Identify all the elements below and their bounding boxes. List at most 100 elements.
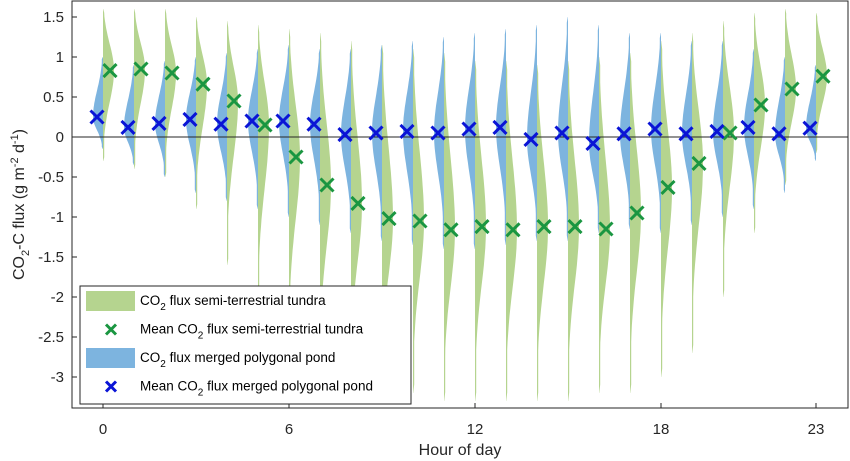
marker-stroke (319, 177, 335, 193)
y-tick-label: -1.5 (38, 249, 64, 266)
mean-marker-tundra (257, 117, 273, 133)
marker-stroke (554, 125, 570, 141)
violin-tundra (816, 13, 827, 153)
violin-pond (93, 57, 103, 149)
x-tick-label: 18 (653, 421, 670, 438)
marker-stroke (784, 81, 800, 97)
mean-marker-tundra (629, 205, 645, 221)
violin-tundra (196, 17, 207, 209)
mean-marker-tundra (691, 155, 707, 171)
legend-label-part: CO (140, 293, 160, 308)
violin-pond (248, 49, 258, 209)
violin-tundra (227, 21, 238, 265)
marker-stroke (815, 68, 831, 84)
marker-stroke (722, 125, 738, 141)
violin-tundra (320, 33, 331, 369)
marker-stroke (306, 116, 322, 132)
marker-stroke (660, 179, 676, 195)
mean-marker-tundra (350, 195, 366, 211)
mean-marker-pond (430, 125, 446, 141)
mean-marker-tundra (722, 125, 738, 141)
marker-stroke (226, 93, 242, 109)
y-axis-ticks: 1.5 1 0.5 0 -0.5 -1 -1.5 -2 -2.5 -3 (38, 9, 77, 386)
mean-marker-pond (461, 121, 477, 137)
legend-label-part: Mean CO (140, 379, 198, 394)
violin-tundra (568, 61, 579, 401)
marker-stroke (585, 135, 601, 151)
mean-marker-tundra (443, 222, 459, 238)
legend-item: CO2 flux semi-terrestrial tundra (86, 291, 326, 313)
mean-marker-pond (585, 135, 601, 151)
mean-marker-tundra (381, 211, 397, 227)
marker-stroke (740, 119, 756, 135)
x-tick-label: 23 (808, 421, 825, 438)
mean-marker-pond (89, 109, 105, 125)
plot-area-frame (71, 0, 849, 409)
mean-marker-pond (151, 115, 167, 131)
violin-pond (558, 17, 568, 241)
marker-stroke (753, 97, 769, 113)
mean-marker-pond (740, 119, 756, 135)
mean-marker-tundra (567, 219, 583, 235)
marker-stroke (89, 109, 105, 125)
mean-markers-layer (89, 61, 831, 238)
y-axis-title-superscript: -2 (9, 157, 21, 167)
legend-items: CO2 flux semi-terrestrial tundra Mean CO2… (86, 291, 373, 399)
violin-pond (155, 61, 165, 177)
mean-marker-tundra (784, 81, 800, 97)
mean-marker-tundra (412, 213, 428, 229)
legend-label-part: flux merged polygonal pond (166, 350, 336, 365)
axes: 1.5 1 0.5 0 -0.5 -1 -1.5 -2 -2.5 -3 0 6 12 18 23 (38, 0, 849, 438)
marker-stroke (461, 121, 477, 137)
legend-box (79, 285, 412, 405)
violin-pond (186, 57, 196, 193)
mean-marker-pond (275, 113, 291, 129)
violin-pond (465, 33, 475, 249)
mean-marker-pond (554, 125, 570, 141)
marker-stroke (275, 113, 291, 129)
marker-stroke (350, 195, 366, 211)
mean-marker-pond (616, 126, 632, 142)
violin-tundra (754, 13, 765, 233)
marker-stroke (213, 116, 229, 132)
marker-stroke (195, 76, 211, 92)
mean-marker-pond (709, 123, 725, 139)
marker-stroke (120, 119, 136, 135)
violin-pond (589, 25, 599, 233)
violin-tundra (692, 33, 703, 353)
violin-pond (124, 65, 134, 165)
mean-marker-pond (244, 113, 260, 129)
y-tick-label: -0.5 (38, 169, 64, 186)
y-tick-label: 1.5 (43, 9, 64, 26)
violin-tundra (723, 21, 734, 297)
violin-tundra (289, 29, 300, 345)
x-tick-label: 12 (467, 421, 484, 438)
legend-label-part: flux semi-terrestrial tundra (166, 293, 326, 308)
y-tick-label: -2 (51, 289, 64, 306)
y-tick-label: -3 (51, 369, 64, 386)
legend-label: Mean CO2 flux merged polygonal pond (140, 379, 373, 399)
legend-item: Mean CO2 flux semi-terrestrial tundra (104, 322, 364, 342)
legend-swatch (86, 348, 135, 368)
marker-stroke (709, 123, 725, 139)
mean-marker-pond (399, 123, 415, 139)
marker-stroke (412, 213, 428, 229)
mean-marker-tundra (660, 179, 676, 195)
marker-stroke (133, 61, 149, 77)
y-axis-title-part: -C flux (g m (11, 167, 28, 250)
mean-marker-pond (120, 119, 136, 135)
violin-tundra (630, 53, 641, 393)
legend-label-part: flux semi-terrestrial tundra (203, 322, 363, 337)
mean-marker-pond (213, 116, 229, 132)
x-tick-label: 6 (285, 421, 293, 438)
legend-label: Mean CO2 flux semi-terrestrial tundra (140, 322, 364, 342)
legend-item: CO2 flux merged polygonal pond (86, 348, 335, 370)
y-axis-title-part: CO (11, 256, 28, 280)
legend-marker-icon (104, 323, 118, 336)
violin-pond (651, 33, 661, 233)
marker-stroke (474, 219, 490, 235)
violin-pond (403, 41, 413, 245)
marker-stroke (492, 119, 508, 135)
mean-marker-tundra (753, 97, 769, 113)
